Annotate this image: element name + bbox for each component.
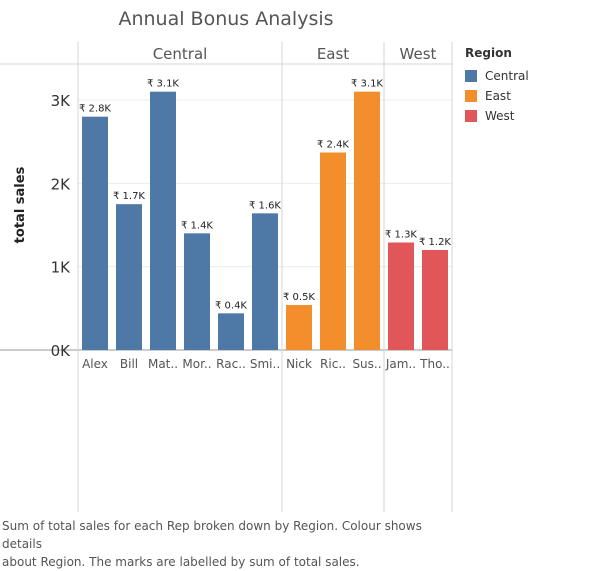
bar-ric[interactable] (320, 152, 346, 351)
bar-value-label: ₹ 2.4K (317, 140, 349, 151)
bars (82, 91, 448, 351)
bar-jam[interactable] (388, 242, 414, 351)
y-tick-label: 1K (51, 259, 72, 277)
bar-value-label: ₹ 1.2K (419, 237, 451, 248)
bar-value-label: ₹ 1.3K (385, 230, 417, 241)
legend-label: Central (485, 69, 529, 83)
x-tick-label: Sus.. (352, 357, 381, 371)
legend-swatch (465, 70, 477, 82)
axis-ticks: 0K 1K 2K 3K Alex Bill Mat.. Mor.. Rac.. Smi.. Nick… (51, 92, 450, 371)
bar-mat[interactable] (150, 91, 176, 351)
y-axis-label: total sales (13, 166, 28, 243)
region-header-central: Central (153, 45, 208, 63)
x-tick-label: Tho.. (419, 357, 450, 371)
bar-rac[interactable] (218, 313, 244, 350)
bar-alex[interactable] (82, 116, 108, 351)
x-tick-label: Bill (120, 357, 138, 371)
bar-chart: Central East West ₹ 2.8K ₹ 1.7K ₹ 3.1K ₹ 1.4K… (0, 42, 453, 512)
x-tick-label: Ric.. (320, 357, 346, 371)
legend-item-east[interactable]: East (465, 86, 529, 106)
x-tick-label: Nick (286, 357, 312, 371)
legend-items: Central East West (465, 66, 529, 126)
bar-mor[interactable] (184, 233, 210, 350)
x-tick-label: Jam.. (385, 357, 416, 371)
x-tick-label: Mat.. (148, 357, 178, 371)
chart-caption: Sum of total sales for each Rep broken d… (2, 517, 462, 571)
bar-value-label: ₹ 1.7K (113, 191, 145, 202)
bar-bill[interactable] (116, 204, 142, 350)
bar-labels: ₹ 2.8K ₹ 1.7K ₹ 3.1K ₹ 1.4K ₹ 0.4K ₹ 1.6K ₹ 0.… (79, 79, 451, 312)
chart-title: Annual Bonus Analysis (118, 8, 334, 30)
bar-value-label: ₹ 3.1K (351, 79, 383, 90)
y-tick-label: 2K (51, 175, 72, 193)
bar-sus[interactable] (354, 91, 380, 351)
legend-item-west[interactable]: West (465, 106, 529, 126)
legend-item-central[interactable]: Central (465, 66, 529, 86)
bar-value-label: ₹ 1.6K (249, 200, 281, 211)
bar-value-label: ₹ 2.8K (79, 104, 111, 115)
legend-swatch (465, 110, 477, 122)
region-header-west: West (400, 45, 437, 63)
region-headers: Central East West (153, 45, 437, 63)
legend: Region Central East West (465, 46, 529, 126)
bar-value-label: ₹ 3.1K (147, 79, 179, 90)
x-tick-label: Smi.. (250, 357, 280, 371)
caption-line-2: about Region. The marks are labelled by … (2, 555, 360, 569)
x-tick-label: Rac.. (216, 357, 246, 371)
chart-frame (0, 42, 453, 512)
caption-line-1: Sum of total sales for each Rep broken d… (2, 519, 422, 551)
bar-value-label: ₹ 0.4K (215, 300, 247, 311)
bar-smi[interactable] (252, 213, 278, 350)
bar-tho[interactable] (422, 250, 448, 350)
x-tick-label: Mor.. (182, 357, 211, 371)
x-tick-label: Alex (82, 357, 108, 371)
legend-label: West (485, 109, 515, 123)
bar-nick[interactable] (286, 305, 312, 350)
legend-label: East (485, 89, 511, 103)
region-header-east: East (317, 45, 349, 63)
bar-value-label: ₹ 0.5K (283, 292, 315, 303)
bar-value-label: ₹ 1.4K (181, 220, 213, 231)
y-tick-label: 0K (51, 342, 72, 360)
legend-swatch (465, 90, 477, 102)
legend-title: Region (465, 46, 512, 60)
y-tick-label: 3K (51, 92, 72, 110)
